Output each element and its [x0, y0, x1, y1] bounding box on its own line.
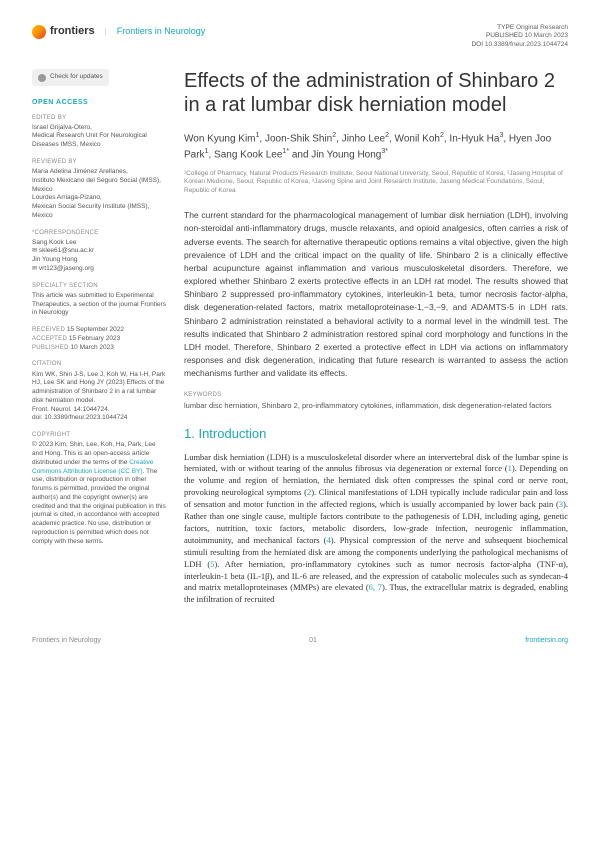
citation: Kim WK, Shin J-S, Lee J, Koh W, Ha I-H, … — [32, 371, 168, 424]
divider: | — [105, 26, 107, 37]
sidebar-published-date: 10 March 2023 — [71, 344, 114, 351]
published-label: PUBLISHED — [486, 32, 523, 39]
page-header: frontiers | Frontiers in Neurology TYPE … — [32, 24, 568, 49]
copyright-text: © 2023 Kim, Shin, Lee, Koh, Ha, Park, Le… — [32, 441, 168, 546]
article-title: Effects of the administration of Shinbar… — [184, 69, 568, 117]
edited-by-label: EDITED BY — [32, 114, 168, 122]
accepted-date: 15 February 2023 — [69, 335, 120, 342]
journal-name[interactable]: Frontiers in Neurology — [117, 25, 206, 38]
footer-link[interactable]: frontiersin.org — [525, 636, 568, 646]
received-label: RECEIVED — [32, 327, 65, 333]
article-content: Effects of the administration of Shinbar… — [184, 69, 568, 606]
check-icon — [38, 74, 46, 82]
page-footer: Frontiers in Neurology 01 frontiersin.or… — [32, 630, 568, 646]
frontiers-logo-icon — [32, 25, 46, 39]
sidebar: Check for updates OPEN ACCESS EDITED BY … — [32, 69, 168, 606]
corr1-email[interactable]: sklee61@snu.ac.kr — [39, 247, 94, 254]
abstract: The current standard for the pharmacolog… — [184, 209, 568, 380]
sidebar-published-label: PUBLISHED — [32, 345, 69, 351]
type-label: TYPE — [497, 24, 514, 31]
logo-text: frontiers — [50, 24, 95, 39]
doi-value: 10.3389/fneur.2023.1044724 — [485, 41, 568, 48]
header-left: frontiers | Frontiers in Neurology — [32, 24, 205, 39]
article-type: Original Research — [516, 24, 568, 31]
introduction-body: Lumbar disk herniation (LDH) is a muscul… — [184, 452, 568, 607]
reviewed-by: Maria Adelina Jiménez Arellanes, Institu… — [32, 168, 168, 221]
received-date: 15 September 2022 — [67, 326, 124, 333]
published-date: 10 March 2023 — [525, 32, 568, 39]
check-updates-button[interactable]: Check for updates — [32, 69, 109, 86]
keywords-label: KEYWORDS — [184, 391, 568, 399]
accepted-label: ACCEPTED — [32, 336, 67, 342]
citation-label: CITATION — [32, 360, 168, 368]
doi-label: DOI — [471, 41, 483, 48]
introduction-heading: 1. Introduction — [184, 425, 568, 443]
publisher-logo: frontiers — [32, 24, 95, 39]
corr1-name: Sang Kook Lee — [32, 239, 168, 248]
keywords: lumbar disc herniation, Shinbaro 2, pro-… — [184, 401, 568, 412]
mail-icon: ✉ — [32, 248, 37, 254]
header-meta: TYPE Original Research PUBLISHED 10 Marc… — [471, 24, 568, 49]
open-access-badge: OPEN ACCESS — [32, 98, 168, 107]
check-updates-label: Check for updates — [50, 73, 103, 82]
corr2-name: Jin Young Hong — [32, 256, 168, 265]
corr2-email[interactable]: vrt123@jaseng.org — [39, 265, 94, 272]
page-number: 01 — [309, 636, 317, 646]
specialty-section: This article was submitted to Experiment… — [32, 292, 168, 318]
copyright-label: COPYRIGHT — [32, 431, 168, 439]
mail-icon: ✉ — [32, 266, 37, 272]
specialty-label: SPECIALTY SECTION — [32, 282, 168, 290]
authors: Won Kyung Kim1, Joon-Shik Shin2, Jinho L… — [184, 131, 568, 162]
footer-journal: Frontiers in Neurology — [32, 636, 101, 646]
copyright-post: . The use, distribution or reproduction … — [32, 468, 166, 545]
affiliations: ¹College of Pharmacy, Natural Products R… — [184, 170, 568, 195]
correspondence-label: *CORRESPONDENCE — [32, 229, 168, 237]
reviewed-by-label: REVIEWED BY — [32, 158, 168, 166]
edited-by: Israel Grijalva-Otero, Medical Research … — [32, 124, 168, 150]
